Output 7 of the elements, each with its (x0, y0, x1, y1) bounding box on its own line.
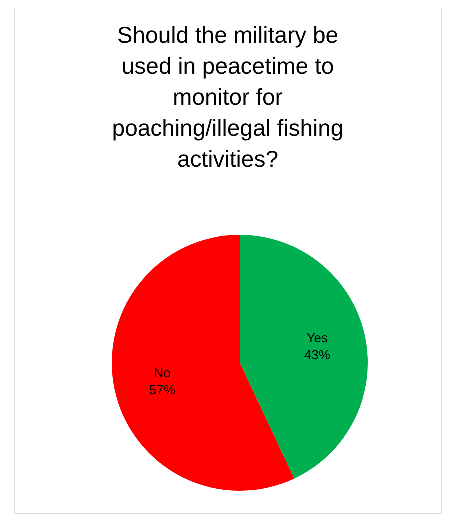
pie-slice (240, 235, 368, 479)
data-label: 43% (304, 348, 331, 363)
data-label: 57% (150, 382, 176, 398)
slice-label: Yes (306, 330, 329, 346)
slice-label: No (154, 365, 171, 380)
pie-slice (112, 235, 294, 491)
chart-title: Should the military be used in peacetime to monitor for poaching/illegal fishing activities? (111, 21, 345, 174)
